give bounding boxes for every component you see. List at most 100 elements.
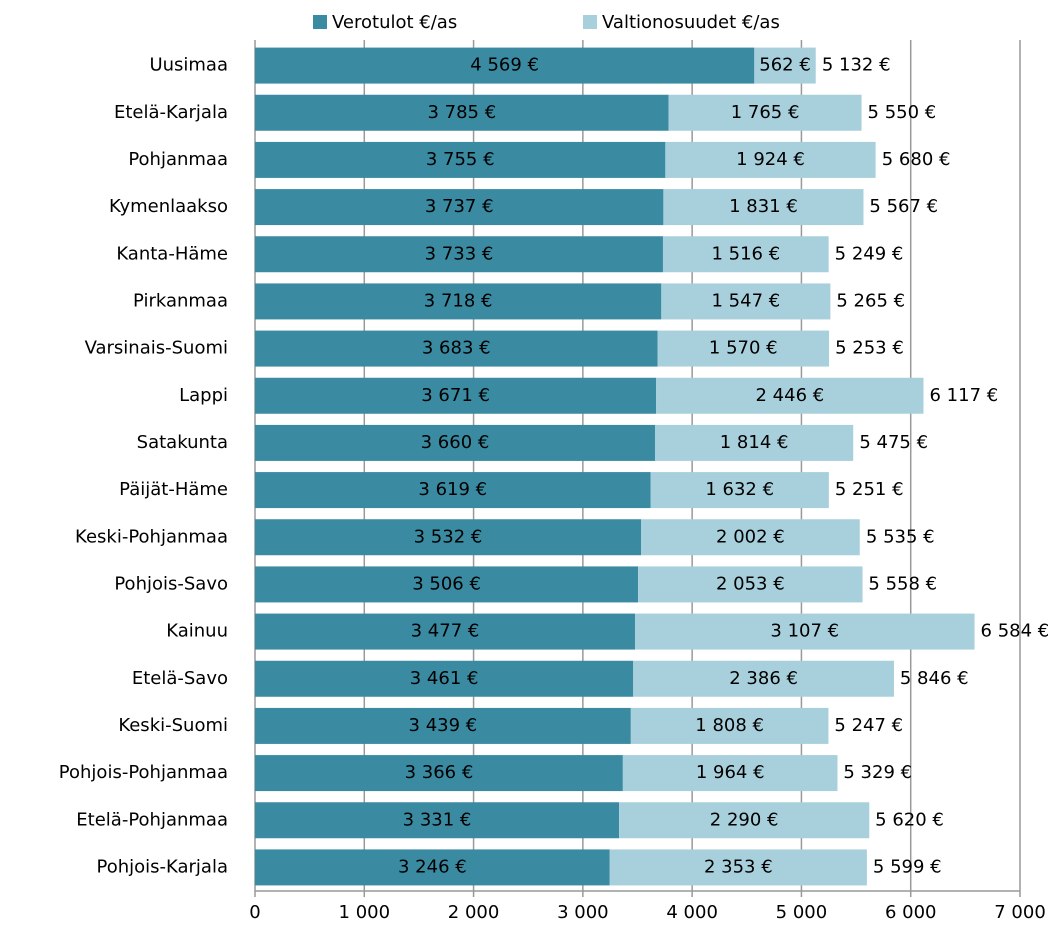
total-label: 6 117 €	[930, 385, 999, 406]
total-label: 5 132 €	[822, 55, 891, 76]
bar-segment	[255, 189, 664, 226]
y-tick-label: Keski-Suomi	[118, 715, 228, 736]
bar-segment	[668, 94, 862, 131]
data-label: 3 785 €	[427, 102, 496, 123]
bar-segment	[640, 519, 860, 556]
bar-segment	[754, 47, 816, 84]
y-tick-label: Pohjanmaa	[128, 149, 228, 170]
bar-segment	[255, 707, 631, 744]
total-label: 5 251 €	[835, 479, 904, 500]
bar-segment	[663, 189, 864, 226]
bar-segment	[255, 519, 641, 556]
bar-segment	[662, 236, 829, 273]
bar-segment	[619, 802, 870, 839]
bar-segment	[661, 283, 831, 320]
data-label: 3 755 €	[426, 149, 495, 170]
data-label: 2 002 €	[716, 526, 785, 547]
data-label: 3 506 €	[412, 573, 481, 594]
data-label: 1 808 €	[695, 715, 764, 736]
total-label: 5 550 €	[868, 102, 937, 123]
data-label: 3 331 €	[403, 809, 472, 830]
bar-segment	[654, 424, 854, 461]
x-tick-label: 3 000	[557, 902, 609, 923]
x-tick-label: 4 000	[666, 902, 718, 923]
data-label: 3 671 €	[421, 385, 490, 406]
data-label: 3 439 €	[409, 715, 478, 736]
bar-segment	[255, 802, 620, 839]
x-tick-label: 7 000	[994, 902, 1046, 923]
data-label: 3 477 €	[411, 621, 480, 642]
x-tick-label: 5 000	[776, 902, 828, 923]
y-tick-label: Kainuu	[166, 621, 228, 642]
bar-segment	[255, 94, 669, 131]
data-label: 1 765 €	[731, 102, 800, 123]
data-label: 3 683 €	[422, 338, 491, 359]
bar-segment	[255, 47, 755, 84]
legend-swatch	[313, 15, 327, 29]
total-label: 5 846 €	[900, 668, 969, 689]
x-tick-label: 6 000	[885, 902, 937, 923]
total-label: 5 620 €	[875, 809, 944, 830]
y-tick-label: Päijät-Häme	[119, 479, 228, 500]
data-label: 1 814 €	[720, 432, 789, 453]
y-tick-label: Satakunta	[137, 432, 228, 453]
bar-segment	[255, 613, 635, 650]
data-label: 3 733 €	[425, 243, 494, 264]
data-label: 3 246 €	[398, 856, 467, 877]
total-label: 5 249 €	[835, 243, 904, 264]
y-tick-label: Uusimaa	[149, 55, 228, 76]
total-label: 5 253 €	[835, 338, 904, 359]
legend-swatch	[583, 15, 597, 29]
x-tick-label: 1 000	[339, 902, 391, 923]
total-label: 5 535 €	[866, 526, 935, 547]
bar-segment	[650, 472, 829, 509]
bar-segment	[634, 613, 975, 650]
bar-segment	[255, 660, 634, 697]
y-tick-label: Pirkanmaa	[133, 290, 228, 311]
y-tick-label: Kymenlaakso	[109, 196, 228, 217]
data-label: 2 353 €	[704, 856, 773, 877]
total-label: 5 567 €	[869, 196, 938, 217]
y-tick-label: Pohjois-Karjala	[96, 856, 228, 877]
bar-segment	[622, 755, 838, 792]
data-label: 1 924 €	[736, 149, 805, 170]
y-tick-label: Pohjois-Savo	[114, 573, 228, 594]
total-label: 5 475 €	[859, 432, 928, 453]
bar-segment	[633, 660, 894, 697]
bar-segment	[255, 141, 666, 178]
data-label: 4 569 €	[470, 55, 539, 76]
data-label: 3 461 €	[410, 668, 479, 689]
data-label: 1 570 €	[709, 338, 778, 359]
data-label: 1 632 €	[705, 479, 774, 500]
x-tick-label: 0	[249, 902, 260, 923]
bar-segment	[255, 566, 639, 603]
data-label: 1 547 €	[711, 290, 780, 311]
bar-segment	[638, 566, 863, 603]
total-label: 5 558 €	[868, 573, 937, 594]
bar-segment	[255, 236, 663, 273]
y-tick-label: Pohjois-Pohjanmaa	[59, 762, 228, 783]
bar-segment	[255, 755, 623, 792]
y-tick-label: Etelä-Pohjanmaa	[76, 809, 228, 830]
data-label: 1 516 €	[711, 243, 780, 264]
y-tick-label: Etelä-Karjala	[114, 102, 228, 123]
bar-segment	[665, 141, 876, 178]
data-label: 3 737 €	[425, 196, 494, 217]
bar-segment	[609, 849, 867, 886]
data-label: 3 619 €	[418, 479, 487, 500]
bar-segment	[255, 283, 662, 320]
data-label: 1 964 €	[696, 762, 765, 783]
legend-label: Valtionosuudet €/as	[602, 12, 780, 33]
bar-segment	[255, 472, 651, 509]
total-label: 5 599 €	[873, 856, 942, 877]
bar-segment	[255, 330, 658, 367]
legend-label: Verotulot €/as	[332, 12, 457, 33]
total-label: 5 329 €	[843, 762, 912, 783]
data-label: 1 831 €	[729, 196, 798, 217]
data-label: 3 660 €	[421, 432, 490, 453]
y-tick-label: Varsinais-Suomi	[85, 338, 228, 359]
y-tick-label: Kanta-Häme	[116, 243, 228, 264]
data-label: 3 532 €	[414, 526, 483, 547]
data-label: 562 €	[759, 55, 811, 76]
